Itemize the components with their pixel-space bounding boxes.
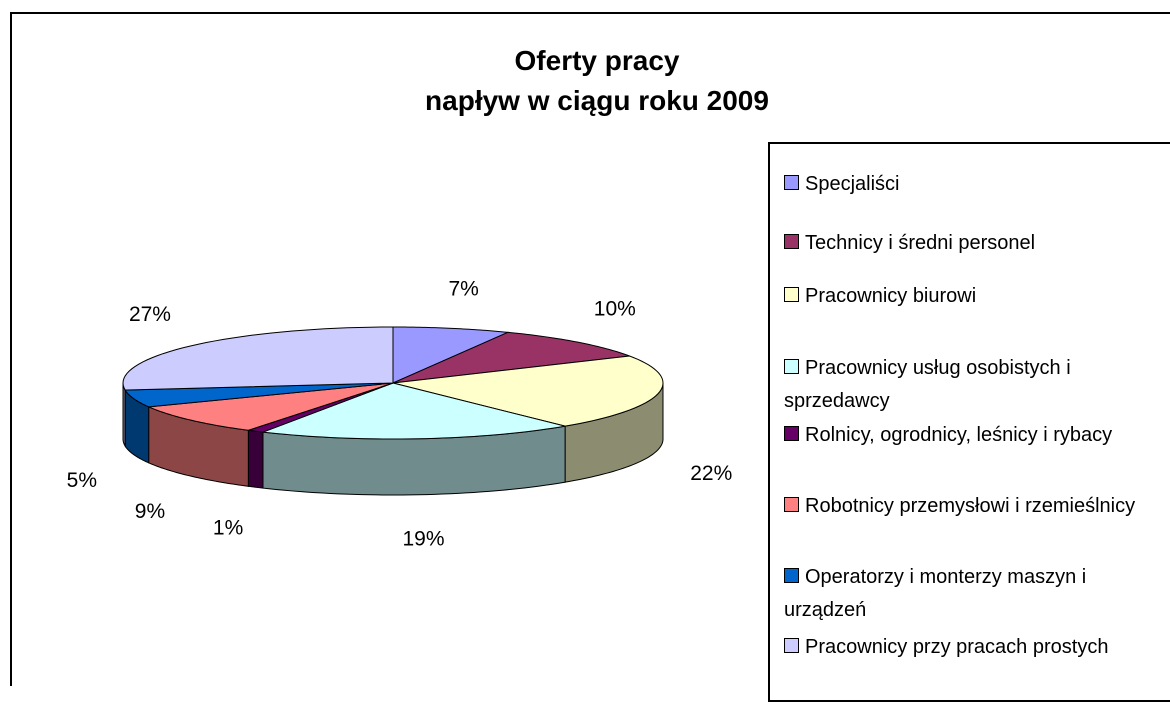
legend-label: Pracownicy biurowi xyxy=(805,285,977,307)
legend-item: Technicy i średni personel xyxy=(784,227,1144,260)
chart-title: napływ w ciągu roku 2009 xyxy=(425,85,769,116)
legend-swatch xyxy=(784,426,799,441)
data-label: 7% xyxy=(448,277,478,300)
chart-title: Oferty pracy xyxy=(515,45,680,76)
page: {"chart_data": {"type": "pie", "title": … xyxy=(10,12,1170,702)
legend-label: Pracownicy usług osobistych i sprzedawcy xyxy=(784,357,1071,412)
legend-label: Robotnicy przemysłowi i rzemieślnicy xyxy=(805,495,1136,517)
legend-label: Technicy i średni personel xyxy=(805,232,1036,254)
data-label: 10% xyxy=(594,297,636,320)
legend-swatch xyxy=(784,568,799,583)
legend-swatch xyxy=(784,287,799,302)
legend-swatch xyxy=(784,638,799,653)
data-label: 27% xyxy=(129,303,171,326)
legend-swatch xyxy=(784,234,799,249)
slice xyxy=(122,326,394,391)
slice xyxy=(262,382,566,440)
legend-swatch xyxy=(784,497,799,512)
legend-label: Specjaliści xyxy=(805,173,900,195)
data-label: 9% xyxy=(135,500,165,523)
slice-side xyxy=(247,429,264,489)
pie: 7% 10% 22% 19% 1% 9% 5% 27% xyxy=(67,277,733,550)
data-label: 22% xyxy=(690,462,732,485)
legend-label: Rolnicy, ogrodnicy, leśnicy i rybacy xyxy=(805,424,1113,446)
slice-side xyxy=(122,382,126,448)
data-label: 19% xyxy=(402,527,444,550)
slice xyxy=(392,355,664,427)
slice xyxy=(124,382,394,408)
legend-item: Specjaliści xyxy=(784,168,1144,201)
legend-item: Robotnicy przemysłowi i rzemieślnicy xyxy=(784,490,1144,523)
data-label: 1% xyxy=(213,516,243,539)
legend-item: Pracownicy biurowi xyxy=(784,280,1144,313)
slice xyxy=(392,331,630,384)
legend-item: Pracownicy przy pracach prostych xyxy=(784,631,1144,664)
legend: Specjaliści Technicy i średni personel Pra… xyxy=(768,142,1170,702)
legend-item: Pracownicy usług osobistych i sprzedawcy xyxy=(784,352,1144,418)
legend-item: Rolnicy, ogrodnicy, leśnicy i rybacy xyxy=(784,419,1144,452)
legend-label: Pracownicy przy pracach prostych xyxy=(805,636,1109,658)
slice xyxy=(392,326,510,384)
legend-item: Operatorzy i monterzy maszyn i urządzeń xyxy=(784,561,1144,627)
legend-swatch xyxy=(784,175,799,190)
slice xyxy=(146,382,394,431)
legend-label: Operatorzy i monterzy maszyn i urządzeń xyxy=(784,566,1087,621)
data-label: 5% xyxy=(67,469,97,492)
legend-swatch xyxy=(784,359,799,374)
